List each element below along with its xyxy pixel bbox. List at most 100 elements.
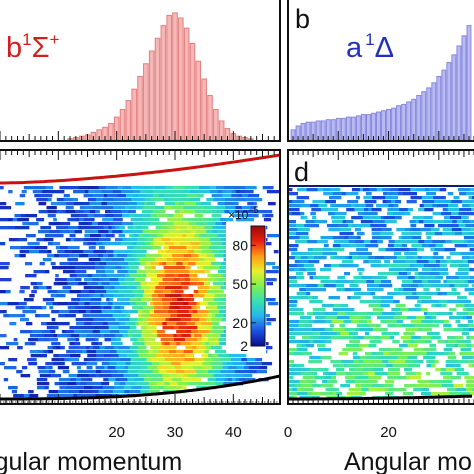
heat-cell-c: [152, 330, 158, 334]
heat-cell-d: [438, 352, 445, 356]
heat-cell-c: [52, 302, 59, 306]
heat-cell-d: [412, 216, 425, 220]
heat-cell-c: [92, 194, 105, 198]
heat-cell-c: [68, 390, 80, 394]
heat-cell-d: [378, 356, 390, 360]
heat-cell-d: [380, 264, 389, 268]
heat-cell-d: [388, 360, 396, 364]
heat-cell-c: [15, 202, 25, 206]
heat-cell-c: [90, 218, 95, 222]
heat-cell-d: [300, 204, 311, 208]
heat-cell-d: [338, 352, 348, 356]
heat-cell-d: [468, 304, 474, 308]
heat-cell-d: [433, 196, 446, 200]
heat-cell-c: [214, 254, 224, 258]
heat-cell-d: [384, 388, 390, 392]
heat-cell-c: [48, 222, 54, 226]
heat-cell-c: [212, 274, 224, 278]
heat-cell-d: [437, 204, 449, 208]
heat-cell-c: [143, 370, 153, 374]
heat-cell-c: [30, 354, 42, 358]
heat-cell-c: [121, 310, 127, 314]
heat-cell-d: [302, 336, 311, 340]
heat-cell-d: [294, 256, 302, 260]
heat-cell-c: [241, 206, 248, 210]
heat-cell-c: [60, 346, 65, 350]
heat-cell-c: [161, 254, 173, 258]
heat-cell-d: [312, 384, 322, 388]
heat-cell-d: [435, 304, 442, 308]
heat-cell-c: [57, 366, 69, 370]
heat-cell-c: [82, 202, 90, 206]
heat-cell-c: [190, 190, 196, 194]
heat-cell-c: [81, 350, 88, 354]
heat-cell-d: [303, 216, 308, 220]
heat-cell-c: [47, 250, 52, 254]
heat-cell-d: [447, 208, 460, 212]
heat-cell-d: [387, 212, 394, 216]
heat-cell-d: [320, 208, 330, 212]
heat-cell-d: [353, 280, 367, 284]
heat-cell-d: [325, 200, 336, 204]
heat-cell-c: [155, 206, 165, 210]
heat-cell-c: [199, 318, 207, 322]
heat-cell-c: [71, 186, 80, 190]
heat-cell-c: [173, 334, 178, 338]
heat-cell-c: [225, 198, 236, 202]
heat-cell-c: [262, 214, 266, 218]
heat-cell-c: [204, 226, 214, 230]
heat-cell-c: [107, 366, 116, 370]
heat-cell-c: [121, 266, 126, 270]
heat-cell-c: [125, 362, 131, 366]
heat-cell-c: [177, 310, 190, 314]
heat-cell-c: [100, 334, 105, 338]
heat-cell-c: [172, 298, 178, 302]
heat-cell-c: [53, 282, 58, 286]
heat-cell-c: [220, 370, 230, 374]
heat-cell-c: [25, 322, 33, 326]
heat-cell-d: [313, 320, 326, 324]
panel-c-xlabel: Angular momentum: [0, 448, 182, 474]
heat-cell-c: [151, 246, 161, 250]
heat-cell-c: [202, 362, 212, 366]
heat-cell-c: [195, 374, 208, 378]
heat-cell-c: [170, 218, 183, 222]
heat-cell-d: [336, 372, 347, 376]
heat-cell-c: [207, 274, 213, 278]
heat-cell-c: [46, 326, 55, 330]
heat-cell-c: [49, 370, 56, 374]
heat-cell-c: [63, 270, 76, 274]
heat-cell-d: [435, 368, 442, 372]
heat-cell-c: [25, 274, 37, 278]
state-superscript: 1: [22, 30, 31, 49]
heat-cell-d: [402, 340, 411, 344]
heat-cell-c: [183, 186, 194, 190]
heat-cell-c: [53, 218, 57, 222]
heat-cell-c: [123, 294, 135, 298]
heat-cell-d: [320, 392, 334, 396]
heat-cell-c: [241, 214, 248, 218]
heat-cell-d: [437, 224, 445, 228]
heat-cell-c: [134, 214, 143, 218]
heat-cell-d: [449, 252, 461, 256]
heat-cell-c: [181, 354, 186, 358]
heat-cell-d: [364, 332, 370, 336]
heat-cell-c: [167, 334, 175, 338]
heat-cell-d: [371, 236, 381, 240]
heat-cell-c: [212, 230, 218, 234]
heat-cell-d: [421, 280, 429, 284]
heat-cell-c: [101, 370, 112, 374]
heat-cell-d: [468, 324, 474, 328]
heat-cell-d: [353, 292, 360, 296]
heat-cell-c: [129, 302, 137, 306]
heat-cell-d: [369, 340, 382, 344]
heat-cell-c: [244, 378, 256, 382]
heat-cell-d: [451, 228, 462, 232]
heat-cell-d: [371, 352, 378, 356]
heat-cell-c: [25, 214, 38, 218]
heat-cell-c: [175, 386, 183, 390]
heat-cell-c: [86, 318, 94, 322]
heat-cell-d: [409, 264, 415, 268]
heat-cell-d: [350, 348, 363, 352]
heat-cell-c: [190, 318, 200, 322]
